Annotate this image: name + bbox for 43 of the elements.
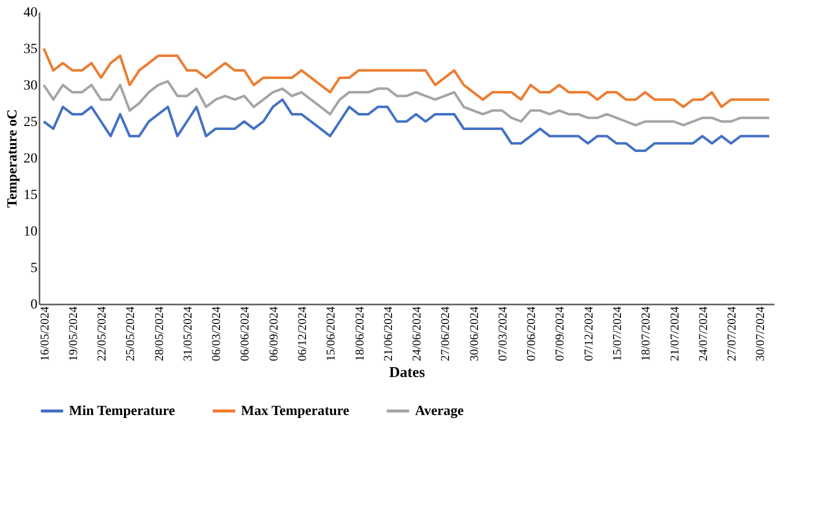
x-tick-label: 27/06/2024 (438, 306, 452, 362)
x-tick-label: 18/06/2024 (352, 306, 366, 362)
y-tick-label: 10 (24, 224, 38, 240)
y-tick-label: 35 (24, 42, 38, 57)
legend-label: Min Temperature (69, 404, 175, 419)
x-tick-label: 31/05/2024 (180, 306, 194, 362)
line-series (42, 47, 770, 108)
y-tick-label: 25 (24, 115, 38, 130)
x-tick-label: 19/05/2024 (66, 306, 80, 362)
x-tick-label: 24/06/2024 (410, 306, 424, 362)
x-tick-label: 21/06/2024 (380, 306, 395, 362)
x-tick-label: 06/09/2024 (266, 306, 280, 362)
line-series (42, 80, 770, 126)
x-tick-label: 15/06/2024 (324, 306, 338, 362)
x-tick-label: 07/09/2024 (552, 306, 567, 362)
x-tick-label: 30/06/2024 (466, 306, 481, 362)
x-tick-label: 06/03/2024 (209, 306, 224, 362)
y-tick-label: 5 (30, 261, 38, 276)
x-tick-label: 21/07/2024 (667, 306, 682, 362)
x-tick-label: 07/12/2024 (581, 306, 596, 362)
legend-label: Max Temperature (241, 404, 350, 419)
y-axis-title: Temperature oC (6, 109, 20, 208)
x-tick-label: 30/07/2024 (753, 306, 768, 362)
x-tick-label: 25/05/2024 (123, 306, 138, 362)
x-tick-label: 06/06/2024 (238, 306, 252, 362)
x-tick-label: 27/07/2024 (724, 306, 739, 362)
x-tick-label: 06/12/2024 (295, 306, 309, 362)
y-tick-label: 15 (24, 188, 38, 203)
x-tick-label: 07/06/2024 (524, 306, 538, 362)
y-tick-label: 20 (24, 152, 38, 166)
line-series (42, 98, 770, 152)
x-tick-label: 15/07/2024 (610, 306, 624, 362)
x-tick-label: 28/05/2024 (152, 306, 166, 362)
x-tick-label: 07/03/2024 (495, 306, 510, 362)
x-tick-label: 22/05/2024 (94, 306, 109, 362)
x-axis-title: Dates (389, 365, 426, 382)
x-tick-label: 16/05/2024 (37, 306, 52, 362)
y-tick-label: 40 (24, 6, 38, 20)
x-tick-label: 18/07/2024 (638, 306, 653, 362)
x-tick-label: 24/07/2024 (696, 306, 710, 362)
y-tick-label: 30 (24, 78, 38, 94)
y-tick-label: 0 (30, 298, 38, 312)
legend-label: Average (415, 404, 464, 419)
